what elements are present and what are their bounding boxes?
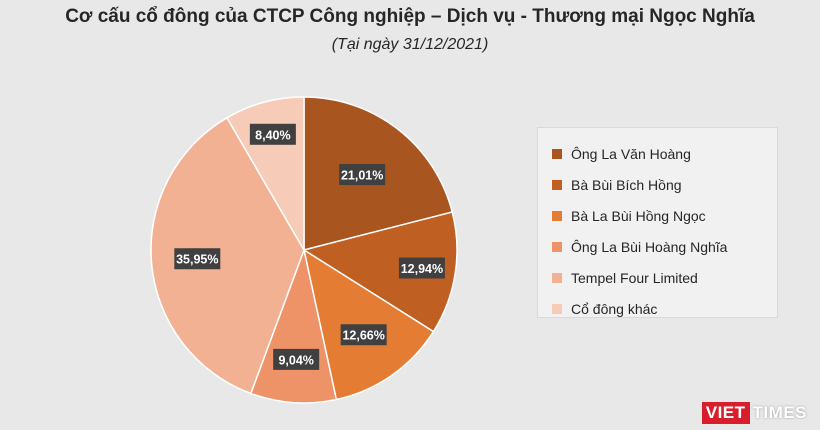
data-label-text: 9,04% xyxy=(278,353,313,367)
legend-label: Bà La Bùi Hồng Ngọc xyxy=(571,207,706,224)
legend-label: Bà Bùi Bích Hồng xyxy=(571,176,682,193)
legend-item: Ông La Văn Hoàng xyxy=(552,138,777,169)
legend-label: Tempel Four Limited xyxy=(571,269,698,286)
data-label-box xyxy=(398,257,445,279)
legend-swatch xyxy=(552,210,562,221)
logo-viet: VIET xyxy=(701,402,750,424)
legend-item: Bà Bùi Bích Hồng xyxy=(552,169,777,200)
data-label: 12,66% xyxy=(340,324,387,346)
data-label: 12,94% xyxy=(398,257,445,279)
legend-item: Cổ đông khác xyxy=(552,293,777,324)
data-label-text: 12,94% xyxy=(401,262,443,276)
pie-slice xyxy=(150,116,305,395)
legend-swatch xyxy=(552,179,562,190)
legend-swatch xyxy=(552,272,562,283)
data-label-text: 35,95% xyxy=(176,253,218,267)
legend-item: Ông La Bùi Hoàng Nghĩa xyxy=(552,231,777,262)
chart-title: Cơ cấu cổ đông của CTCP Công nghiệp – Dị… xyxy=(65,6,755,27)
data-label: 9,04% xyxy=(273,348,320,370)
legend-item: Tempel Four Limited xyxy=(552,262,777,293)
data-label: 35,95% xyxy=(174,248,221,270)
legend-label: Cổ đông khác xyxy=(571,300,658,317)
data-label-box xyxy=(249,123,296,145)
data-label-box xyxy=(340,324,387,346)
data-label-box xyxy=(339,164,386,186)
viettimes-logo: VIET TIMES xyxy=(701,402,810,424)
data-label-text: 12,66% xyxy=(342,329,384,343)
pie-slice xyxy=(302,211,458,333)
legend-swatch xyxy=(552,148,562,159)
data-label: 21,01% xyxy=(339,164,386,186)
chart-legend: Ông La Văn Hoàng Bà Bùi Bích Hồng Bà La … xyxy=(537,127,778,318)
data-label-text: 21,01% xyxy=(341,169,383,183)
legend-swatch xyxy=(552,303,562,314)
data-label-box xyxy=(174,248,221,270)
logo-times: TIMES xyxy=(752,403,807,422)
legend-swatch xyxy=(552,241,562,252)
data-label-box xyxy=(273,348,320,370)
legend-label: Ông La Văn Hoàng xyxy=(571,145,691,162)
data-label: 8,40% xyxy=(249,123,296,145)
data-label-text: 8,40% xyxy=(255,128,290,142)
chart-subtitle: (Tại ngày 31/12/2021) xyxy=(331,36,489,53)
legend-item: Bà La Bùi Hồng Ngọc xyxy=(552,200,777,231)
legend-label: Ông La Bùi Hoàng Nghĩa xyxy=(571,238,728,255)
